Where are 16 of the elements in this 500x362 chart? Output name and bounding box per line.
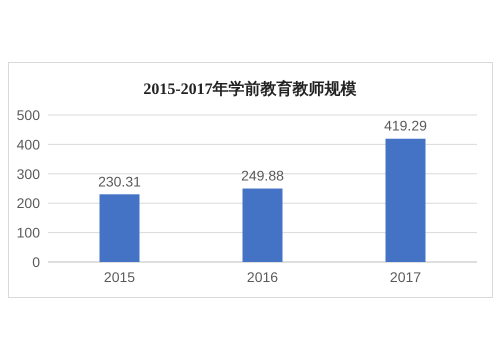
- y-tick-label: 200: [16, 195, 40, 212]
- bar: [100, 194, 140, 262]
- data-label: 419.29: [384, 118, 428, 134]
- bar: [242, 188, 282, 262]
- y-tick-label: 100: [16, 224, 40, 241]
- y-tick-label: 500: [16, 107, 40, 123]
- y-tick-label: 0: [32, 254, 40, 270]
- bar: [386, 138, 426, 262]
- y-tick-label: 300: [16, 166, 40, 182]
- y-tick-label: 400: [16, 136, 40, 152]
- chart-title: 2015-2017年学前教育教师规模: [143, 79, 357, 98]
- data-label: 249.88: [241, 168, 284, 184]
- x-tick-label: 2017: [390, 269, 422, 285]
- data-label: 230.31: [98, 173, 142, 190]
- x-tick-label: 2016: [246, 269, 278, 285]
- x-tick-label: 2015: [104, 269, 136, 285]
